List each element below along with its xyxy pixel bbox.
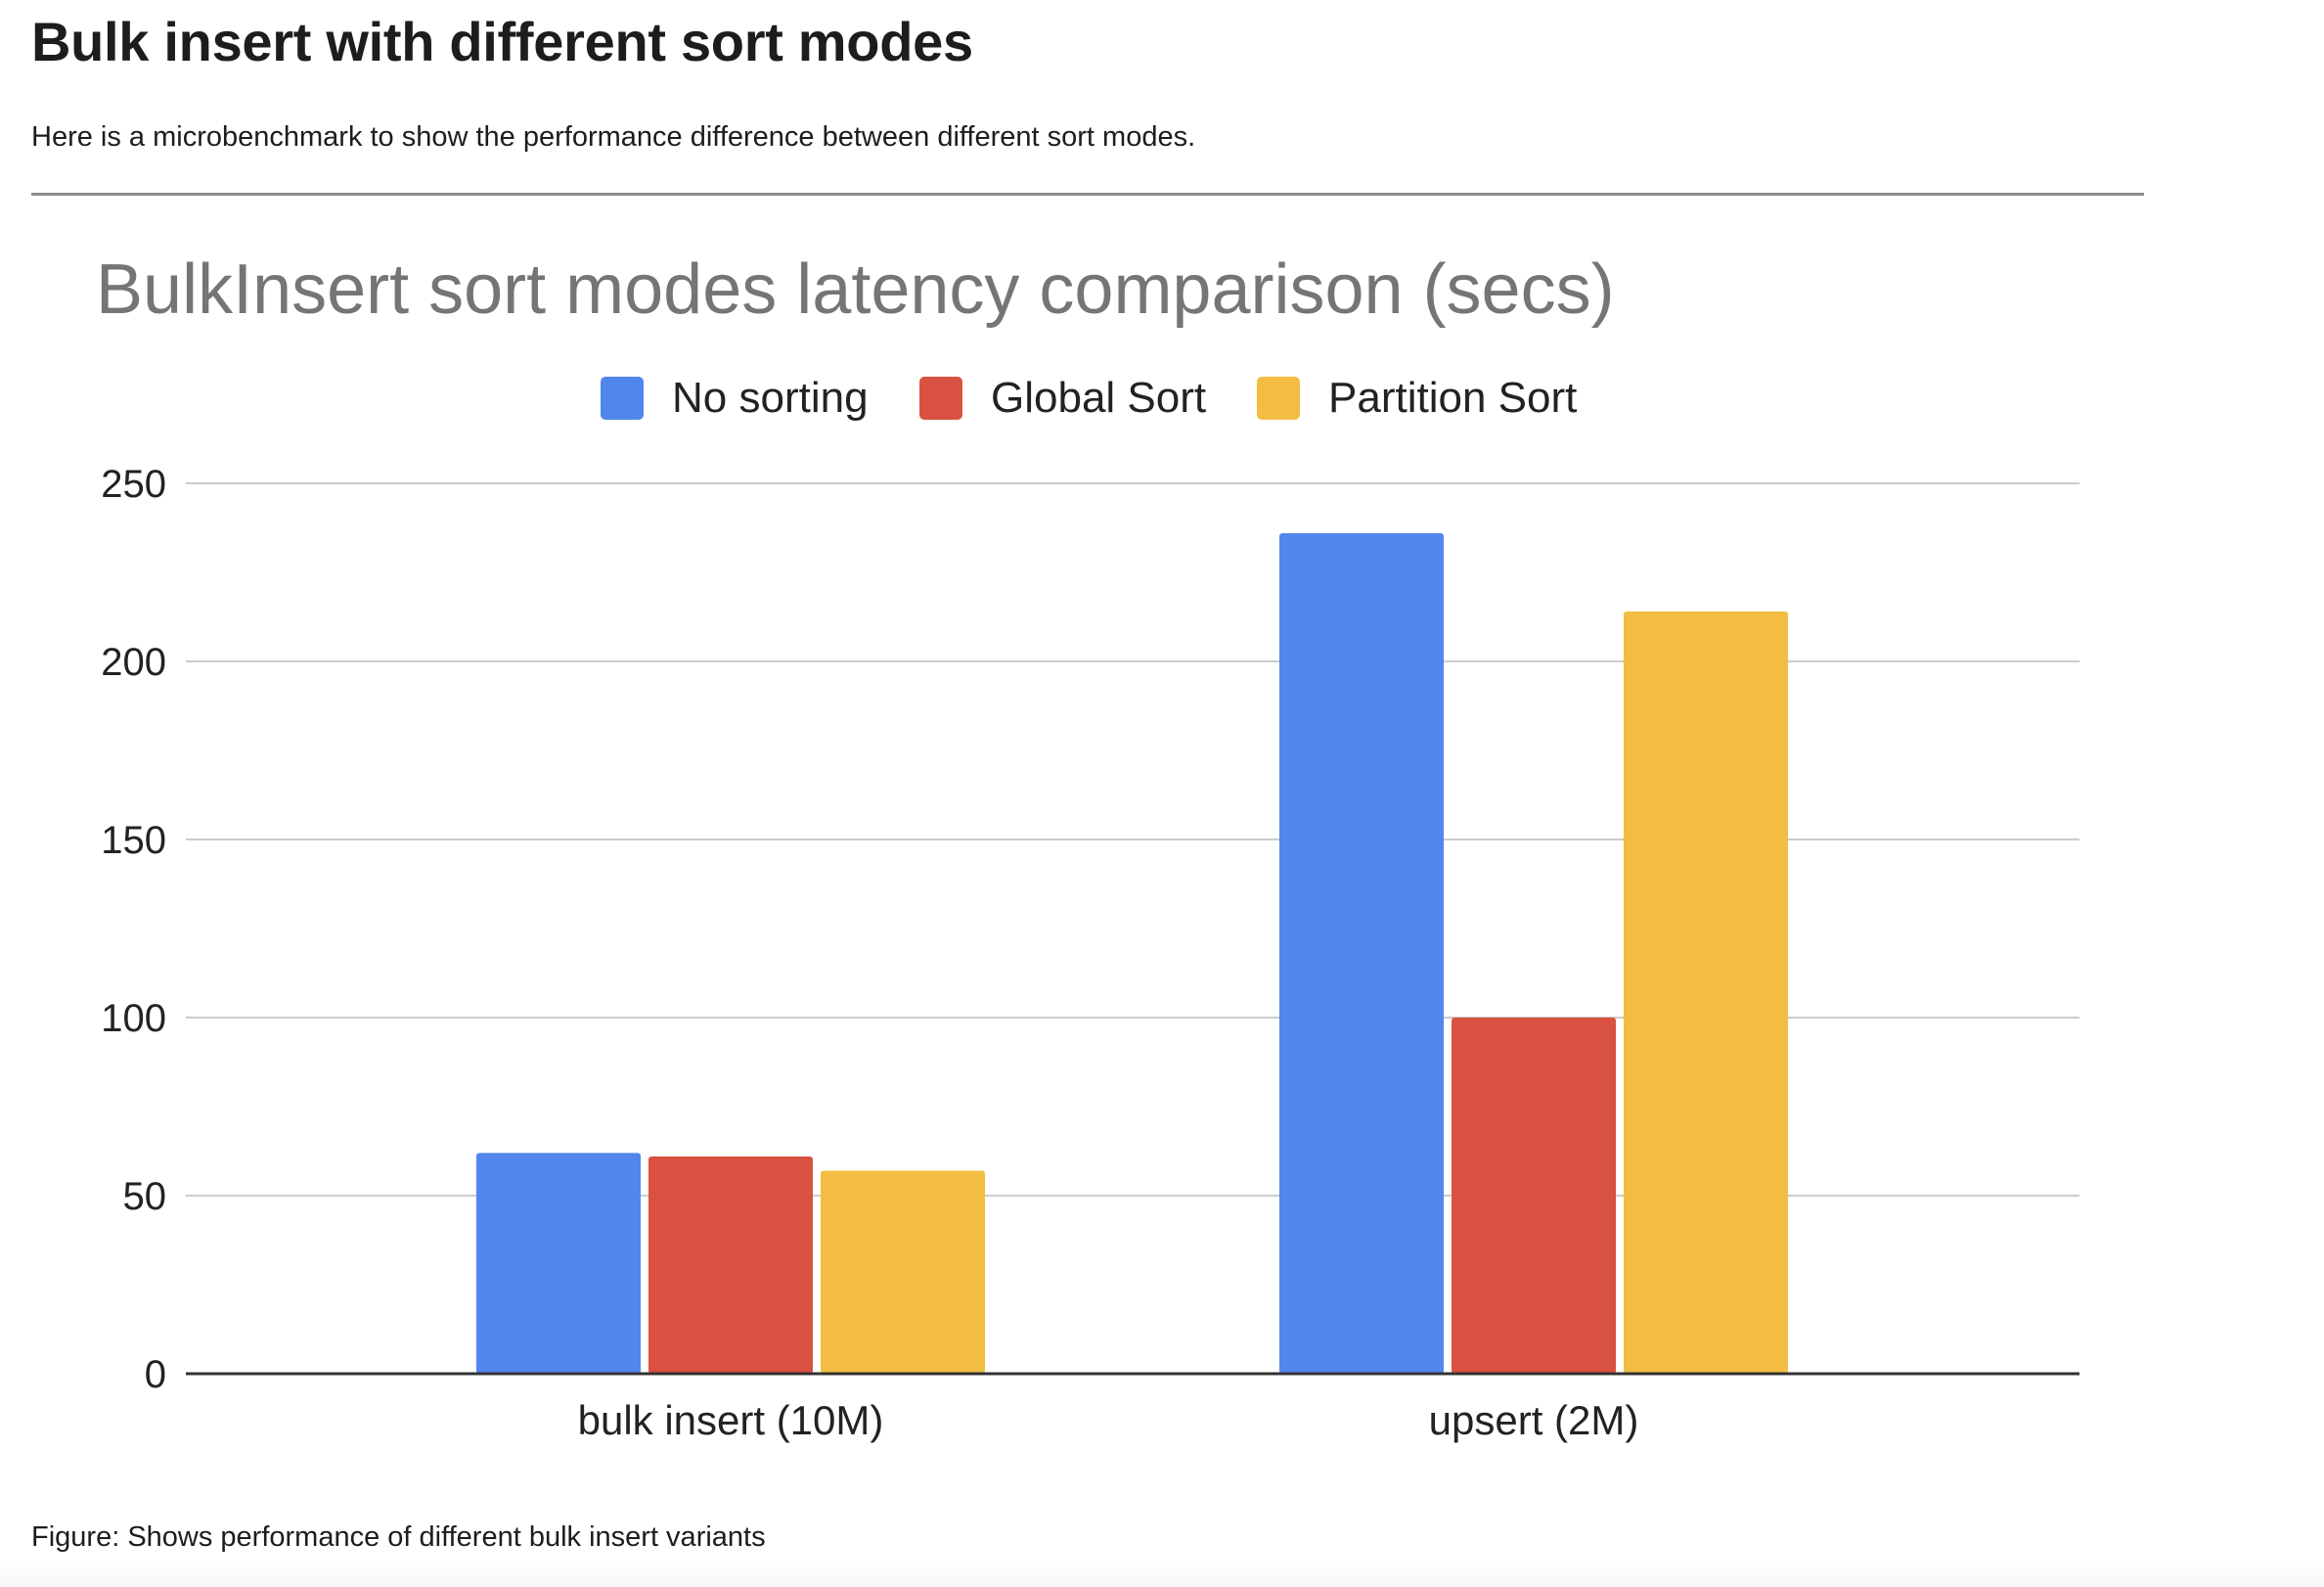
- x-axis: bulk insert (10M) upsert (2M): [186, 1372, 2079, 1443]
- chart-title: BulkInsert sort modes latency comparison…: [96, 250, 1615, 329]
- chart-bars: [476, 532, 1788, 1374]
- y-tick-label: 250: [101, 463, 166, 506]
- bar-partition-sort: [1624, 612, 1788, 1374]
- legend-label: No sorting: [672, 374, 869, 422]
- legend-label: Global Sort: [991, 374, 1206, 422]
- bar-global-sort: [1452, 1018, 1616, 1374]
- footer-band: [0, 1558, 2324, 1587]
- y-axis-ticks: 0 50 100 150 200 250: [101, 463, 166, 1396]
- y-tick-label: 50: [123, 1175, 167, 1218]
- page-intro: Here is a microbenchmark to show the per…: [31, 121, 1196, 153]
- bar-no-sorting: [1279, 532, 1444, 1374]
- x-tick-label: bulk insert (10M): [578, 1397, 884, 1443]
- bar-chart: BulkInsert sort modes latency comparison…: [96, 250, 2079, 1443]
- figure-caption: Figure: Shows performance of different b…: [31, 1521, 766, 1553]
- legend-label: Partition Sort: [1328, 374, 1577, 422]
- chart-gridlines: [186, 482, 2079, 1197]
- legend-swatch: [1257, 377, 1300, 420]
- legend-swatch: [601, 377, 644, 420]
- bar-global-sort: [648, 1156, 813, 1374]
- x-tick-label: upsert (2M): [1429, 1397, 1639, 1443]
- divider: [31, 193, 2144, 196]
- y-tick-label: 200: [101, 641, 166, 684]
- bar-partition-sort: [821, 1170, 985, 1374]
- chart-legend: No sorting Global Sort Partition Sort: [601, 374, 1577, 422]
- bar-no-sorting: [476, 1153, 641, 1374]
- y-tick-label: 150: [101, 819, 166, 862]
- page-title: Bulk insert with different sort modes: [31, 11, 973, 72]
- y-tick-label: 100: [101, 997, 166, 1040]
- legend-swatch: [919, 377, 962, 420]
- y-tick-label: 0: [145, 1353, 166, 1396]
